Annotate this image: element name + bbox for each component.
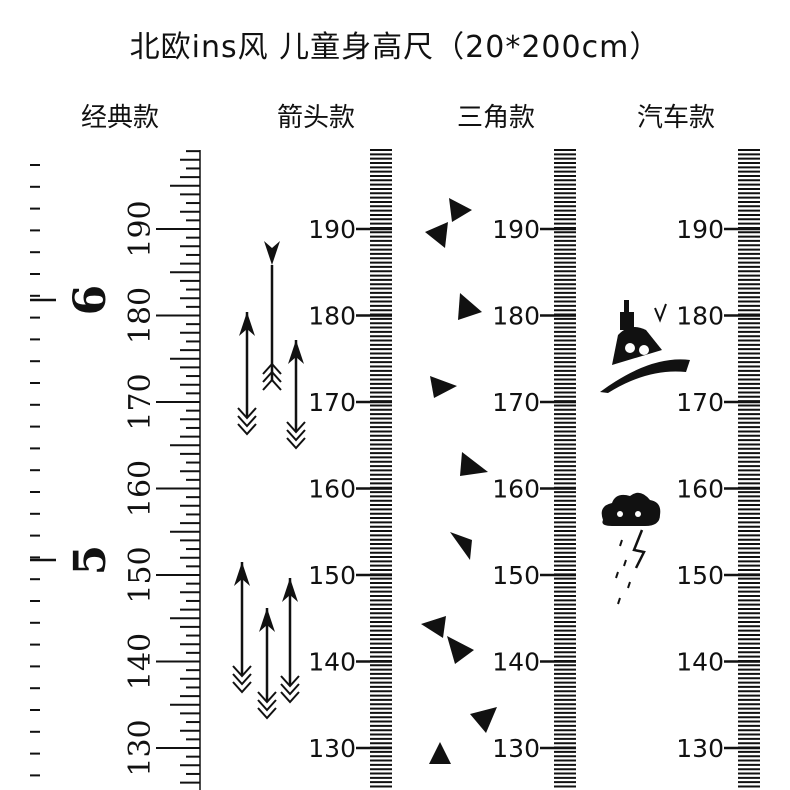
submarine-tower bbox=[620, 312, 634, 330]
submarine-icon bbox=[600, 300, 690, 393]
arrow-feather bbox=[280, 691, 300, 704]
arrow-feather bbox=[262, 370, 282, 383]
arrow-feather bbox=[286, 421, 306, 434]
cm-label: 160 bbox=[492, 475, 540, 504]
page-title: 北欧ins风 儿童身高尺（20*200cm） bbox=[129, 30, 661, 65]
rain-drop bbox=[627, 581, 631, 589]
submarine-window bbox=[625, 343, 635, 353]
style-label-car: 汽车款 bbox=[636, 103, 715, 133]
cm-label: 140 bbox=[123, 633, 158, 690]
cm-label: 140 bbox=[308, 648, 356, 677]
triangle-icon bbox=[425, 222, 448, 248]
rain-drop bbox=[623, 559, 627, 567]
cm-label: 190 bbox=[676, 215, 724, 244]
cloud-shape bbox=[601, 492, 661, 526]
arrow-feather bbox=[262, 362, 282, 375]
cm-label: 190 bbox=[308, 215, 356, 244]
style-label-arrow: 箭头款 bbox=[276, 103, 355, 133]
cloud-eye bbox=[635, 511, 641, 517]
rain-drop bbox=[617, 597, 621, 605]
storm-cloud-icon bbox=[601, 492, 661, 605]
style-label-triangle: 三角款 bbox=[456, 103, 535, 133]
arrow-head bbox=[264, 241, 280, 265]
arrow-feather bbox=[232, 673, 252, 686]
cm-label: 160 bbox=[123, 460, 158, 517]
submarine-mast bbox=[624, 300, 629, 313]
cm-label: 160 bbox=[308, 475, 356, 504]
feet-label: 6 bbox=[65, 285, 116, 316]
arrow-feather bbox=[257, 707, 277, 720]
cm-label: 130 bbox=[676, 734, 724, 763]
arrow-feather bbox=[232, 665, 252, 678]
cm-label: 130 bbox=[492, 734, 540, 763]
arrow-icon bbox=[237, 312, 257, 436]
cm-label: 130 bbox=[123, 719, 158, 776]
arrow-icon bbox=[286, 340, 306, 450]
triangle-ruler-panel: 190 180 170 160 150 140 130 bbox=[421, 149, 576, 788]
submarine-flag bbox=[654, 303, 667, 323]
arrow-feather bbox=[280, 675, 300, 688]
cm-label: 170 bbox=[308, 388, 356, 417]
cloud-eye bbox=[617, 511, 623, 517]
cm-label: 140 bbox=[492, 648, 540, 677]
cm-label: 170 bbox=[123, 373, 158, 430]
lightning-bolt bbox=[632, 529, 646, 569]
arrow-feather bbox=[286, 429, 306, 442]
cm-label: 150 bbox=[123, 546, 158, 603]
arrow-icon bbox=[262, 241, 282, 391]
arrow-head bbox=[259, 608, 275, 632]
arrow-feather bbox=[232, 681, 252, 694]
cm-label: 180 bbox=[676, 302, 724, 331]
arrow-feather bbox=[280, 683, 300, 696]
triangle-icon bbox=[460, 452, 488, 476]
arrow-ruler-panel: 190 180 170 160 150 140 130 bbox=[232, 149, 392, 788]
cm-label: 170 bbox=[676, 388, 724, 417]
arrow-feather bbox=[257, 699, 277, 712]
triangle-icon bbox=[458, 293, 482, 320]
arrow-head bbox=[234, 562, 250, 586]
cm-label: 180 bbox=[492, 302, 540, 331]
cm-label: 150 bbox=[676, 561, 724, 590]
arrow-feather bbox=[237, 423, 257, 436]
cm-label: 180 bbox=[308, 302, 356, 331]
cm-label: 140 bbox=[676, 648, 724, 677]
rain-drop bbox=[615, 571, 619, 579]
cm-label: 160 bbox=[676, 475, 724, 504]
arrow-icon bbox=[280, 578, 300, 704]
cm-label: 150 bbox=[492, 561, 540, 590]
triangle-icon bbox=[450, 532, 472, 560]
cm-label: 190 bbox=[123, 200, 158, 257]
cm-label: 180 bbox=[123, 287, 158, 344]
arrow-icon bbox=[257, 608, 277, 720]
arrow-feather bbox=[257, 691, 277, 704]
triangle-icon bbox=[429, 742, 451, 764]
arrow-feather bbox=[237, 407, 257, 420]
style-label-classic: 经典款 bbox=[80, 103, 159, 133]
cm-label: 150 bbox=[308, 561, 356, 590]
triangle-icon bbox=[447, 636, 474, 664]
submarine-body bbox=[612, 326, 662, 365]
arrow-head bbox=[288, 340, 304, 364]
rain-drop bbox=[619, 539, 623, 547]
car-ruler-panel: 190 180 170 160 150 140 130 bbox=[600, 149, 760, 788]
submarine-window bbox=[639, 345, 649, 355]
feet-label: 5 bbox=[65, 545, 116, 576]
triangle-icon bbox=[430, 376, 457, 398]
triangle-icon bbox=[470, 707, 497, 733]
classic-ruler-panel: 190 180 170 160 150 140 130 6 5 bbox=[30, 150, 201, 790]
submarine-base bbox=[600, 359, 690, 393]
triangle-icon bbox=[449, 198, 472, 222]
arrow-feather bbox=[237, 415, 257, 428]
arrow-feather bbox=[286, 437, 306, 450]
cm-label: 170 bbox=[492, 388, 540, 417]
arrow-head bbox=[282, 578, 298, 602]
arrow-head bbox=[239, 312, 255, 336]
cm-label: 130 bbox=[308, 734, 356, 763]
arrow-feather bbox=[262, 378, 282, 391]
arrow-icon bbox=[232, 562, 252, 694]
cm-label: 190 bbox=[492, 215, 540, 244]
triangle-icon bbox=[421, 616, 446, 638]
